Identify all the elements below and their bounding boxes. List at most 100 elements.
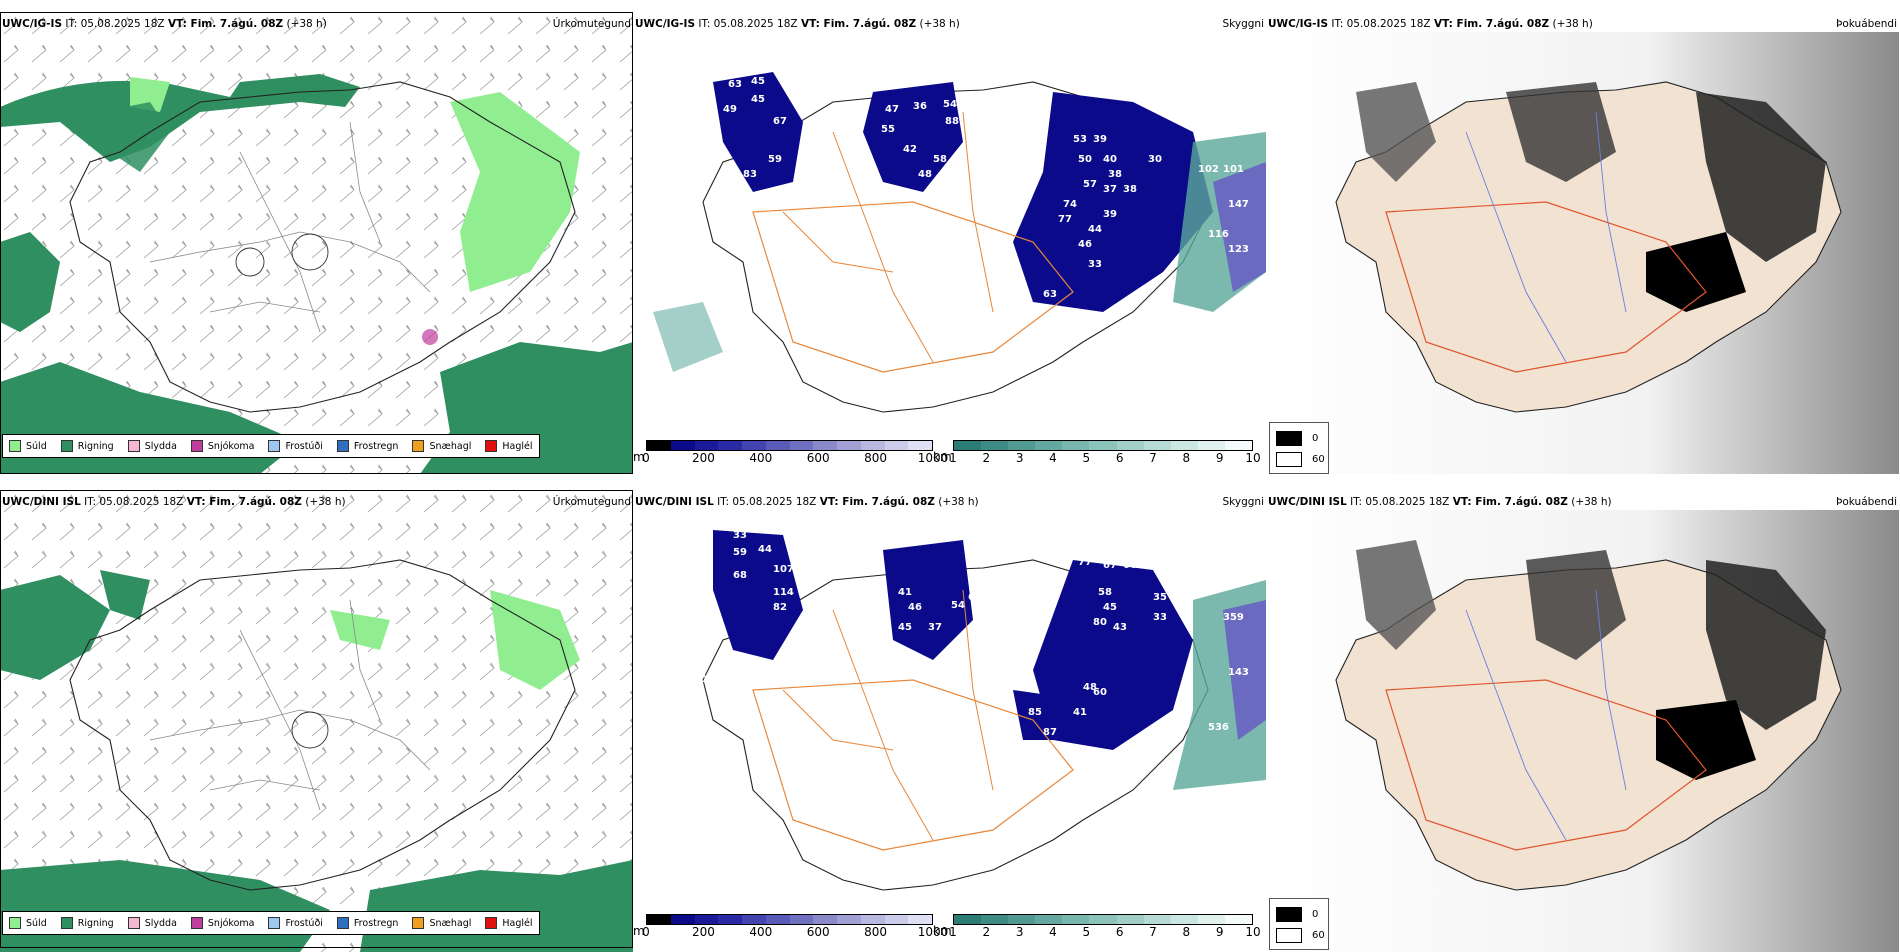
scale-tick: 200 — [691, 451, 715, 465]
legend-swatch — [336, 440, 349, 452]
colorbar-segment — [742, 441, 766, 450]
panel-title: UWC/DINI ISL IT: 05.08.2025 18Z VT: Fim.… — [2, 496, 346, 508]
cloud-base-label: 102 — [1198, 164, 1219, 175]
scale-tick: 7 — [1149, 925, 1157, 939]
fog-label-60: 60 — [1312, 454, 1325, 465]
fog-swatch-60 — [1276, 452, 1302, 467]
drizzle-area-east — [450, 92, 580, 292]
ceiling-ticks: 0 200 400 600 800 1000 — [642, 925, 948, 941]
cloud-base-label: 58 — [1098, 587, 1112, 598]
river-network — [1465, 111, 1627, 363]
scale-tick: 800 — [864, 925, 888, 939]
legend-item-3: Snjókoma — [190, 440, 254, 452]
cloud-base-label: 50 — [1078, 154, 1092, 165]
cloud-base-label: 42 — [903, 144, 917, 155]
cloud-base-label: 44 — [758, 544, 772, 555]
valid-time: VT: Fim. 7.ágú. 08Z — [1452, 496, 1568, 508]
cloud-base-label: 58 — [933, 154, 947, 165]
scale-tick: 8 — [1182, 451, 1191, 465]
valid-time: VT: Fim. 7.ágú. 08Z — [186, 496, 302, 508]
lead-time: (+38 h) — [919, 18, 960, 30]
coastline — [69, 81, 576, 413]
rain-area-west — [0, 232, 60, 332]
cloud-base-label: 33 — [733, 530, 747, 541]
cloud-base-label: 53 — [1073, 134, 1087, 145]
init-time: IT: 05.08.2025 18Z — [698, 18, 798, 30]
fog-signal-north — [1506, 82, 1616, 182]
fog-legend: 0 60 — [1269, 422, 1329, 474]
legend-label: Súld — [26, 917, 47, 929]
scale-tick: 1000 — [917, 925, 949, 939]
road-network — [149, 121, 431, 333]
colorbar-segment — [884, 441, 909, 450]
panel-title: UWC/IG-IS IT: 05.08.2025 18Z VT: Fim. 7.… — [1268, 18, 1593, 30]
valid-time: VT: Fim. 7.ágú. 08Z — [1433, 18, 1550, 30]
cloud-base-label: 83 — [743, 169, 757, 180]
colorbar-segment — [954, 915, 982, 924]
fog-signal-westfjords — [1356, 82, 1436, 182]
legend-swatch — [412, 440, 425, 452]
init-time: IT: 05.08.2025 18Z — [65, 18, 165, 30]
visibility-scale: 1 2 3 4 5 6 7 8 9 10 km — [933, 440, 1261, 474]
fog-signal-north — [1526, 550, 1626, 660]
colorbar-segment — [884, 915, 909, 924]
colorbar-segment — [1089, 441, 1117, 450]
legend-swatch — [336, 917, 349, 929]
lead-time: (+38 h) — [938, 496, 979, 508]
legend-item-1: Rigning — [60, 917, 114, 929]
panel-type-label: Úrkomutegund — [552, 496, 631, 508]
legend-item-2: Slydda — [127, 917, 177, 929]
cloud-base-label: 74 — [1063, 199, 1077, 210]
cloud-base-label: 40 — [1103, 154, 1117, 165]
low-cloud-north — [883, 540, 973, 660]
cloud-base-label: 143 — [1228, 667, 1249, 678]
cloud-base-label: 57 — [1083, 179, 1097, 190]
legend-swatch — [127, 440, 140, 452]
legend-item-3: Snjókoma — [190, 917, 254, 929]
legend-item-6: Snæhagl — [412, 440, 471, 452]
colorbar-segment — [1143, 441, 1171, 450]
low-cloud-north — [863, 82, 963, 192]
legend-item-0: Súld — [9, 917, 47, 929]
scale-tick: 6 — [1115, 451, 1124, 465]
colorbar-segment — [1035, 441, 1063, 450]
ceiling-scale: 0 200 400 600 800 1000 m — [633, 440, 948, 474]
cloud-base-label: 48 — [918, 169, 932, 180]
colorbar-segment — [1197, 915, 1225, 924]
coastline — [69, 559, 576, 891]
lead-time: (+38 h) — [305, 496, 346, 508]
lead-time: (+38 h) — [286, 18, 327, 30]
legend-item-1: Rigning — [60, 440, 114, 452]
cloud-base-label: 40 — [693, 674, 707, 685]
panel-type-label: Þokuábendi — [1836, 496, 1897, 508]
legend-swatch — [60, 440, 73, 452]
legend-item-5: Frostregn — [336, 917, 398, 929]
panel-type-label: Skyggni — [1222, 18, 1265, 30]
legend-item-4: Frostúði — [268, 917, 323, 929]
cloud-base-label: 54 — [943, 99, 957, 110]
road-network — [752, 679, 1074, 851]
cloud-base-label: 39 — [1093, 134, 1107, 145]
cloud-base-label: 80 — [1093, 617, 1107, 628]
cloud-base-label: 47 — [885, 104, 899, 115]
fog-legend: 0 60 — [1269, 898, 1329, 950]
legend-swatch — [190, 440, 203, 452]
drizzle-area-north — [330, 610, 390, 650]
low-vis-sea-west — [653, 302, 723, 372]
fog-signal-highlands — [1646, 232, 1746, 312]
valid-time: VT: Fim. 7.ágú. 08Z — [167, 18, 284, 30]
colorbar-segment — [954, 441, 982, 450]
scale-tick: 600 — [806, 451, 830, 465]
scale-tick: 1 — [949, 451, 957, 465]
cloud-base-label: 48 — [1083, 682, 1097, 693]
legend-label: Súld — [26, 440, 47, 452]
cloud-base-label: 45 — [751, 76, 765, 87]
colorbar-segment — [1089, 915, 1117, 924]
ceiling-scale: 0 200 400 600 800 1000 m — [633, 914, 948, 948]
scale-tick: 6 — [1115, 925, 1124, 939]
river-network — [1465, 589, 1627, 841]
model-name: UWC/DINI ISL — [1268, 496, 1347, 508]
colorbar-segment — [908, 915, 932, 924]
init-time: IT: 05.08.2025 18Z — [717, 496, 817, 508]
